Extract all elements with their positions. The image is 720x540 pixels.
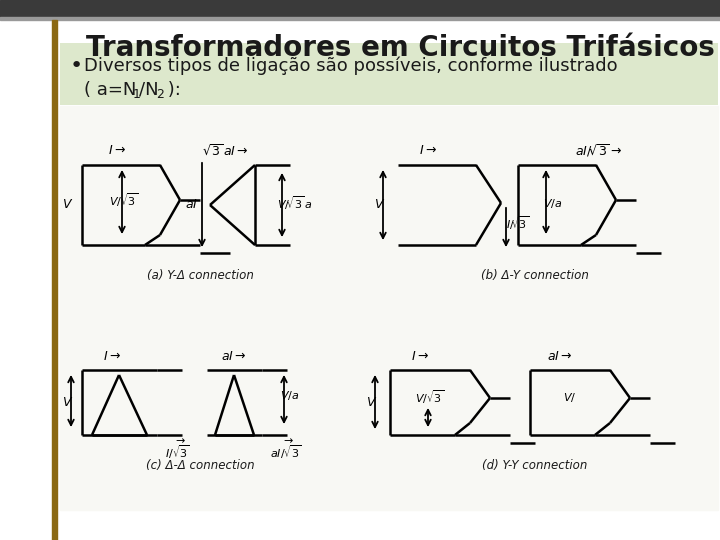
Text: $V/\sqrt{3}$: $V/\sqrt{3}$ — [109, 191, 139, 209]
Text: $V$: $V$ — [63, 396, 73, 409]
Text: (c) Δ-Δ connection: (c) Δ-Δ connection — [145, 458, 254, 471]
Text: (b) Δ-Y connection: (b) Δ-Y connection — [481, 268, 589, 281]
Text: $aI/\!\sqrt{3}\rightarrow$: $aI/\!\sqrt{3}\rightarrow$ — [575, 143, 621, 159]
Text: $aI\rightarrow$: $aI\rightarrow$ — [221, 349, 247, 362]
Text: $aI\rightarrow$: $aI\rightarrow$ — [547, 349, 573, 362]
Text: $V/a$: $V/a$ — [544, 197, 563, 210]
Text: 1: 1 — [133, 87, 141, 100]
Text: $aI$: $aI$ — [186, 199, 199, 212]
Text: $V/$: $V/$ — [563, 390, 577, 403]
Text: $I/\!\sqrt{3}$: $I/\!\sqrt{3}$ — [506, 214, 530, 232]
Bar — [0, 0, 720, 17]
Bar — [0, 17, 720, 20]
Bar — [60, 43, 718, 105]
Text: 2: 2 — [156, 87, 164, 100]
Text: ( a=N: ( a=N — [84, 81, 136, 99]
Text: $V/\sqrt{3}$: $V/\sqrt{3}$ — [415, 388, 445, 406]
Text: ):: ): — [162, 81, 181, 99]
Text: Transformadores em Circuitos Trifásicos: Transformadores em Circuitos Trifásicos — [86, 34, 714, 62]
Text: Diversos tipos de ligação são possíveis, conforme ilustrado: Diversos tipos de ligação são possíveis,… — [84, 57, 618, 75]
Text: $V$: $V$ — [63, 199, 73, 212]
Text: $I\rightarrow$: $I\rightarrow$ — [411, 349, 429, 362]
Text: $I\rightarrow$: $I\rightarrow$ — [419, 145, 437, 158]
Text: $I\rightarrow$: $I\rightarrow$ — [103, 349, 121, 362]
Text: $V/\!\sqrt{3}\,a$: $V/\!\sqrt{3}\,a$ — [277, 194, 312, 212]
Text: /N: /N — [139, 81, 158, 99]
Text: $V$: $V$ — [374, 199, 386, 212]
Text: $I\rightarrow$: $I\rightarrow$ — [108, 145, 126, 158]
Bar — [60, 106, 718, 510]
Text: •: • — [70, 56, 84, 76]
Text: $V$: $V$ — [366, 396, 378, 409]
Text: (a) Y-Δ connection: (a) Y-Δ connection — [147, 268, 253, 281]
Text: (d) Y-Y connection: (d) Y-Y connection — [482, 458, 588, 471]
Text: $V/a$: $V/a$ — [280, 388, 300, 402]
Text: $\overrightarrow{I/\sqrt{3}}$: $\overrightarrow{I/\sqrt{3}}$ — [165, 437, 190, 461]
Bar — [52, 20, 57, 540]
Text: $\overrightarrow{aI/\sqrt{3}}$: $\overrightarrow{aI/\sqrt{3}}$ — [270, 437, 302, 461]
Text: $\sqrt{3}\,aI\rightarrow$: $\sqrt{3}\,aI\rightarrow$ — [202, 144, 248, 159]
